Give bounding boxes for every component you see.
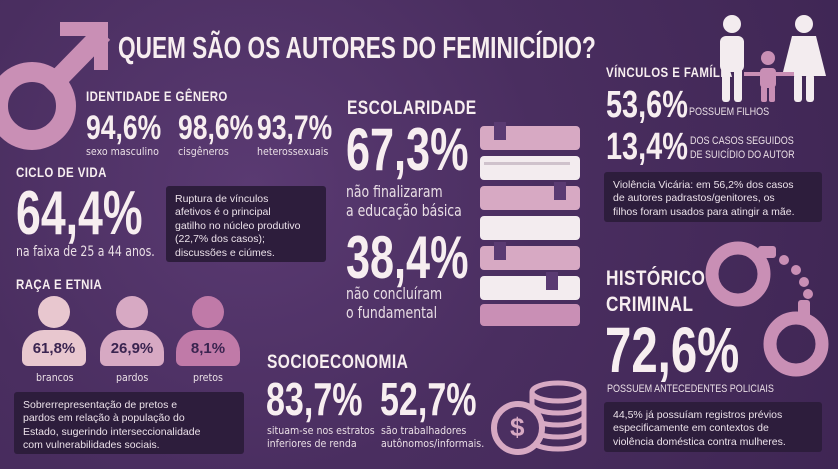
race-value-pill: 61,8%: [22, 330, 86, 366]
person-head-icon: [116, 296, 148, 328]
escolaridade-value-1: 67,3%: [346, 116, 469, 183]
identidade-stat-label: sexo masculino: [86, 145, 159, 158]
person-head-icon: [192, 296, 224, 328]
raca-note: Sobrerrepresentação de pretos e pardos em…: [14, 392, 244, 454]
escolaridade-label-1: não finalizaram a educação básica: [346, 182, 462, 221]
ciclo-label: na faixa de 25 a 44 anos.: [16, 244, 155, 260]
race-value-pill: 26,9%: [100, 330, 164, 366]
ciclo-heading: CICLO DE VIDA: [16, 164, 107, 180]
books-icon: [480, 122, 580, 326]
vinculos-label-1: POSSUEM FILHOS: [689, 106, 770, 118]
identidade-stat-label: cisgêneros: [178, 145, 229, 158]
race-label: pardos: [116, 371, 149, 384]
vinculos-value-2: 13,4%: [606, 126, 688, 168]
escolaridade-label-2: não concluíram o fundamental: [346, 284, 443, 323]
coins-icon: [491, 380, 587, 455]
historico-note: 44,5% já possuíam registros prévios espec…: [604, 402, 822, 452]
escolaridade-value-2: 38,4%: [346, 224, 469, 291]
raca-heading: RAÇA E ETNIA: [16, 276, 103, 292]
vinculos-heading: VÍNCULOS E FAMÍLIA: [606, 64, 733, 80]
race-value-pill: 8,1%: [176, 330, 240, 366]
identidade-heading: IDENTIDADE E GÊNERO: [86, 88, 228, 104]
person-head-icon: [38, 296, 70, 328]
race-label: brancos: [36, 371, 74, 384]
historico-label: POSSUEM ANTECEDENTES POLICIAIS: [607, 383, 774, 395]
identidade-stat-value: 93,7%: [257, 109, 333, 147]
historico-value: 72,6%: [605, 314, 740, 386]
identidade-stat-label: heterossexuais: [257, 145, 329, 158]
page-title: QUEM SÃO OS AUTORES DO FEMINICÍDIO?: [118, 30, 596, 65]
male-symbol-icon: [0, 22, 111, 150]
socio-stat-value-2: 52,7%: [380, 373, 477, 425]
coin-dollar-sign: $: [510, 412, 525, 442]
socio-stat-label-2: são trabalhadores autônomos/informais.: [381, 424, 485, 450]
race-label: pretos: [193, 371, 223, 384]
socioeconomia-heading: SOCIOECONOMIA: [267, 352, 409, 373]
handcuffs-icon: [705, 241, 829, 377]
vinculos-value-1: 53,6%: [606, 84, 688, 126]
identidade-stat-value: 98,6%: [178, 109, 254, 147]
ciclo-value: 64,4%: [16, 179, 143, 248]
socio-stat-label-1: situam-se nos estratos inferiores de rend…: [267, 424, 375, 450]
identidade-stat-value: 94,6%: [86, 109, 162, 147]
family-icon: [720, 15, 826, 102]
vinculos-label-2: DOS CASOS SEGUIDOS DE SUICÍDIO DO AUTOR: [690, 135, 795, 162]
ciclo-note: Ruptura de vínculos afetivos é o principa…: [166, 186, 326, 262]
socio-stat-value-1: 83,7%: [266, 373, 363, 425]
historico-heading: HISTÓRICO CRIMINAL: [606, 267, 706, 317]
escolaridade-heading: ESCOLARIDADE: [347, 98, 477, 119]
vinculos-note: Violência Vicária: em 56,2% dos casos de …: [604, 172, 822, 222]
